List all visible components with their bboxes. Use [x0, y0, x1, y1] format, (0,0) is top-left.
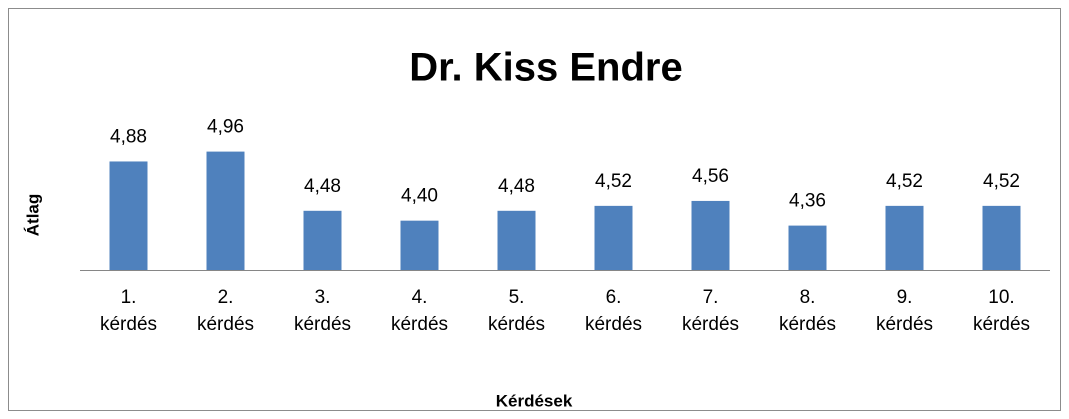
data-label: 4,40 [401, 186, 438, 207]
bar [497, 210, 536, 270]
bar [982, 205, 1021, 270]
x-tick-label: 10. kérdés [973, 287, 1030, 335]
x-tick-label: 6. kérdés [585, 287, 642, 335]
x-tick-label: 9. kérdés [876, 287, 933, 335]
bar [691, 200, 730, 270]
data-label: 4,88 [110, 126, 147, 147]
bar [400, 220, 439, 270]
chart-title: Dr. Kiss Endre [409, 46, 682, 90]
data-label: 4,48 [498, 176, 535, 197]
x-tick-label: 8. kérdés [779, 287, 836, 335]
bar [303, 210, 342, 270]
data-label: 4,56 [692, 166, 729, 187]
bar [594, 205, 633, 270]
x-tick-label: 2. kérdés [197, 287, 254, 335]
x-tick-label: 1. kérdés [100, 287, 157, 335]
data-label: 4,36 [789, 191, 826, 212]
x-tick-label: 3. kérdés [294, 287, 351, 335]
bar [206, 151, 245, 270]
data-label: 4,52 [886, 171, 923, 192]
y-axis-label: Átlag [23, 194, 42, 237]
x-axis-label: Kérdések [496, 391, 573, 410]
data-label: 4,96 [207, 117, 244, 138]
data-label: 4,52 [595, 171, 632, 192]
chart-border [8, 8, 1061, 411]
bar [885, 205, 924, 270]
bar [109, 161, 148, 270]
x-tick-label: 4. kérdés [391, 287, 448, 335]
x-tick-label: 5. kérdés [488, 287, 545, 335]
x-tick-label: 7. kérdés [682, 287, 739, 335]
bar [788, 225, 827, 270]
data-label: 4,52 [983, 171, 1020, 192]
data-label: 4,48 [304, 176, 341, 197]
